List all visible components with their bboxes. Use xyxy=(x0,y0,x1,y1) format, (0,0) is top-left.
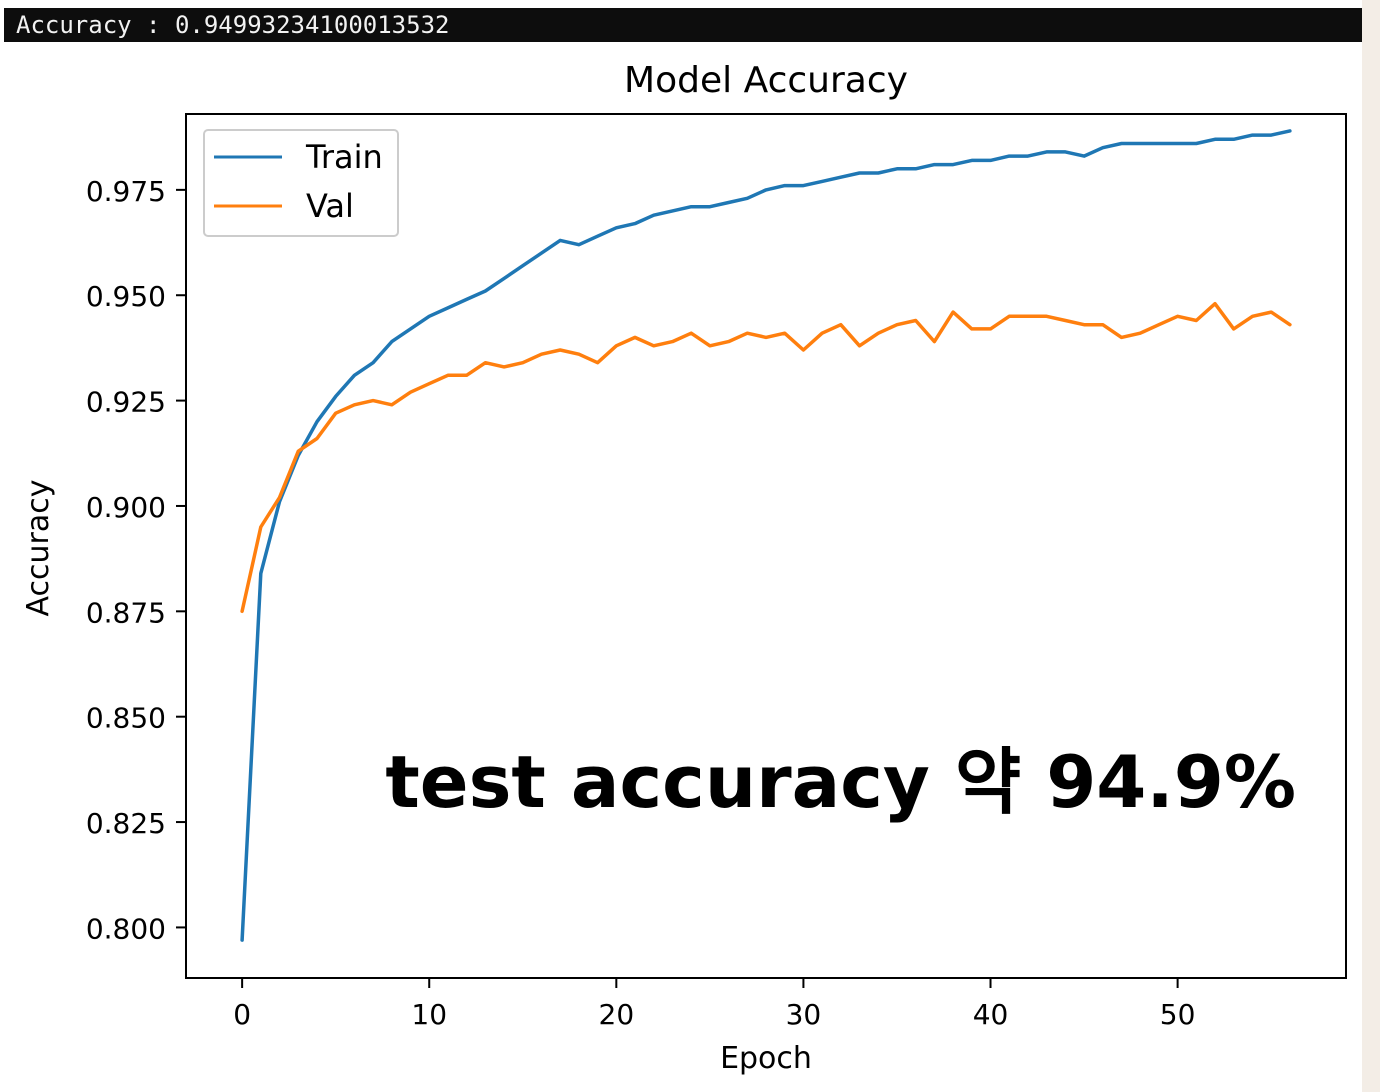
test-accuracy-annotation: test accuracy 약 94.9% xyxy=(385,740,1296,824)
legend-label-train: Train xyxy=(305,138,383,176)
y-axis: 0.800 0.825 0.850 0.875 0.900 0.925 0.950 0.975 xyxy=(86,175,186,945)
x-tick-label: 10 xyxy=(411,998,447,1031)
plot-area-frame xyxy=(185,113,1347,979)
x-tick-label: 40 xyxy=(973,998,1009,1031)
y-tick-label: 0.950 xyxy=(86,280,166,313)
x-tick-label: 0 xyxy=(233,998,251,1031)
y-tick-label: 0.900 xyxy=(86,491,166,524)
console-output-line: Accuracy : 0.94993234100013532 xyxy=(4,8,1362,42)
series-line-val xyxy=(240,301,1292,614)
x-tick-label: 30 xyxy=(786,998,822,1031)
y-tick-label: 0.825 xyxy=(86,807,166,840)
series-lines xyxy=(240,129,1292,942)
x-tick-label: 50 xyxy=(1160,998,1196,1031)
y-tick-label: 0.800 xyxy=(86,912,166,945)
x-axis: 0 10 20 30 40 50 xyxy=(233,978,1195,1031)
y-axis-label: Accuracy xyxy=(21,480,56,617)
y-tick-label: 0.975 xyxy=(86,175,166,208)
chart-legend: Train Val xyxy=(203,129,399,237)
x-axis-label: Epoch xyxy=(720,1041,812,1076)
y-tick-label: 0.875 xyxy=(86,596,166,629)
y-tick-label: 0.850 xyxy=(86,702,166,735)
x-tick-label: 20 xyxy=(599,998,635,1031)
legend-label-val: Val xyxy=(306,187,354,225)
y-tick-label: 0.925 xyxy=(86,386,166,419)
chart-title: Model Accuracy xyxy=(624,60,908,101)
series-line-train xyxy=(240,129,1292,942)
